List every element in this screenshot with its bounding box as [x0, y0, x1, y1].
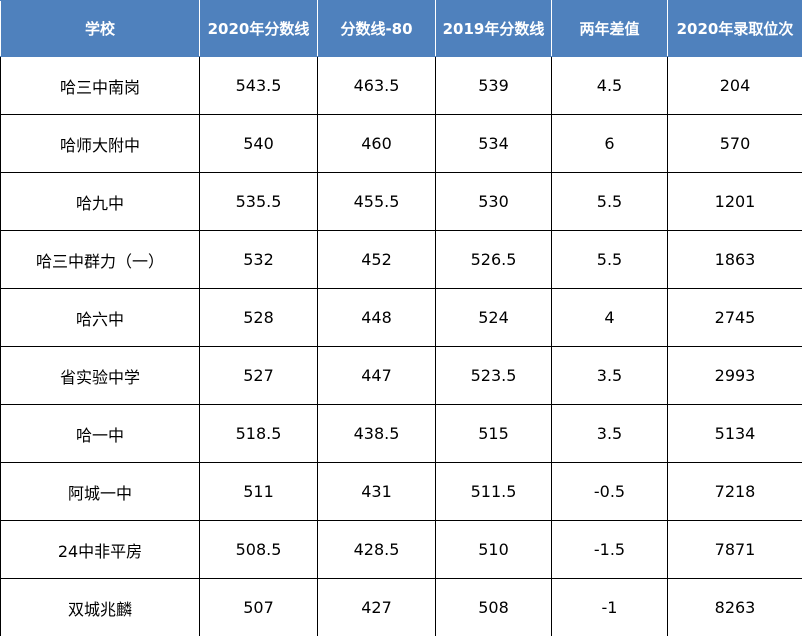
value-cell: 452 [317, 230, 436, 289]
table-row: 哈三中南岗 543.5 463.5 539 4.5 204 [0, 56, 802, 115]
value-cell: 508 [435, 578, 552, 636]
value-cell: 6 [551, 114, 668, 173]
header-cell: 分数线-80 [317, 0, 436, 57]
school-cell: 24中非平房 [0, 520, 200, 579]
header-cell: 两年差值 [551, 0, 668, 57]
school-cell: 哈九中 [0, 172, 200, 231]
value-cell: 5134 [667, 404, 802, 463]
table-row: 哈三中群力（一） 532 452 526.5 5.5 1863 [0, 230, 802, 289]
value-cell: 539 [435, 56, 552, 115]
value-cell: -1.5 [551, 520, 668, 579]
value-cell: 534 [435, 114, 552, 173]
value-cell: 1863 [667, 230, 802, 289]
value-cell: 511 [199, 462, 318, 521]
header-cell: 2020年分数线 [199, 0, 318, 57]
value-cell: 438.5 [317, 404, 436, 463]
value-cell: 8263 [667, 578, 802, 636]
value-cell: 2993 [667, 346, 802, 405]
value-cell: -0.5 [551, 462, 668, 521]
value-cell: 7871 [667, 520, 802, 579]
value-cell: 2745 [667, 288, 802, 347]
value-cell: -1 [551, 578, 668, 636]
value-cell: 508.5 [199, 520, 318, 579]
school-cell: 哈六中 [0, 288, 200, 347]
school-cell: 哈师大附中 [0, 114, 200, 173]
table-row: 省实验中学 527 447 523.5 3.5 2993 [0, 346, 802, 405]
table-body: 哈三中南岗 543.5 463.5 539 4.5 204 哈师大附中 540 460 534 6 5… [0, 56, 802, 636]
value-cell: 5.5 [551, 230, 668, 289]
table-row: 哈九中 535.5 455.5 530 5.5 1201 [0, 172, 802, 231]
value-cell: 524 [435, 288, 552, 347]
table-row: 哈一中 518.5 438.5 515 3.5 5134 [0, 404, 802, 463]
table-row: 阿城一中 511 431 511.5 -0.5 7218 [0, 462, 802, 521]
value-cell: 507 [199, 578, 318, 636]
value-cell: 5.5 [551, 172, 668, 231]
value-cell: 510 [435, 520, 552, 579]
value-cell: 463.5 [317, 56, 436, 115]
value-cell: 455.5 [317, 172, 436, 231]
value-cell: 527 [199, 346, 318, 405]
value-cell: 540 [199, 114, 318, 173]
school-cell: 双城兆麟 [0, 578, 200, 636]
value-cell: 570 [667, 114, 802, 173]
value-cell: 7218 [667, 462, 802, 521]
value-cell: 535.5 [199, 172, 318, 231]
value-cell: 447 [317, 346, 436, 405]
school-cell: 哈三中群力（一） [0, 230, 200, 289]
value-cell: 427 [317, 578, 436, 636]
value-cell: 4 [551, 288, 668, 347]
table-row: 哈六中 528 448 524 4 2745 [0, 288, 802, 347]
value-cell: 204 [667, 56, 802, 115]
value-cell: 526.5 [435, 230, 552, 289]
table-row: 哈师大附中 540 460 534 6 570 [0, 114, 802, 173]
value-cell: 532 [199, 230, 318, 289]
value-cell: 3.5 [551, 346, 668, 405]
value-cell: 543.5 [199, 56, 318, 115]
table-row: 24中非平房 508.5 428.5 510 -1.5 7871 [0, 520, 802, 579]
value-cell: 431 [317, 462, 436, 521]
header-cell: 学校 [0, 0, 200, 57]
value-cell: 428.5 [317, 520, 436, 579]
value-cell: 448 [317, 288, 436, 347]
value-cell: 3.5 [551, 404, 668, 463]
value-cell: 518.5 [199, 404, 318, 463]
header-cell: 2019年分数线 [435, 0, 552, 57]
school-cell: 哈三中南岗 [0, 56, 200, 115]
value-cell: 528 [199, 288, 318, 347]
value-cell: 515 [435, 404, 552, 463]
value-cell: 530 [435, 172, 552, 231]
value-cell: 460 [317, 114, 436, 173]
school-cell: 哈一中 [0, 404, 200, 463]
value-cell: 511.5 [435, 462, 552, 521]
value-cell: 1201 [667, 172, 802, 231]
table-row: 双城兆麟 507 427 508 -1 8263 [0, 578, 802, 636]
value-cell: 4.5 [551, 56, 668, 115]
value-cell: 523.5 [435, 346, 552, 405]
header-cell: 2020年录取位次 [667, 0, 802, 57]
school-cell: 阿城一中 [0, 462, 200, 521]
school-cell: 省实验中学 [0, 346, 200, 405]
header-row: 学校 2020年分数线 分数线-80 2019年分数线 两年差值 2020年录取位次 [0, 0, 802, 57]
